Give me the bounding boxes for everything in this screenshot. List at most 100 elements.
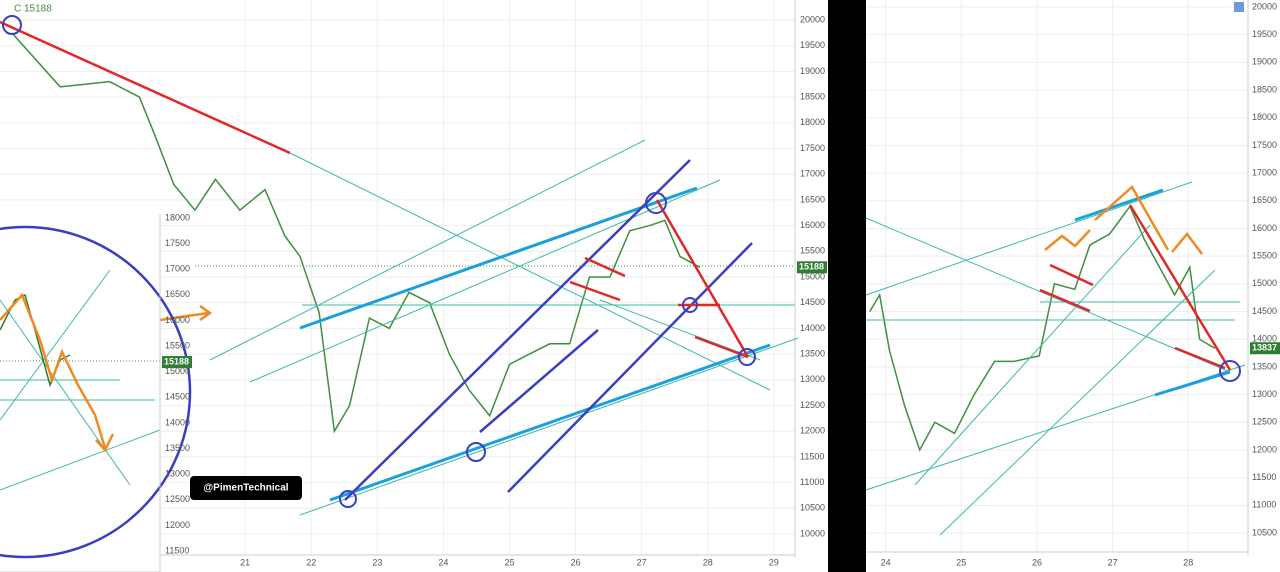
trend-line (1174, 346, 1226, 370)
y-tick-label: 12000 (165, 520, 190, 530)
y-tick-label: 11500 (1252, 472, 1276, 482)
y-tick-label: 16000 (1252, 223, 1277, 233)
y-tick-label: 18000 (165, 212, 190, 222)
y-tick-label: 14500 (165, 392, 190, 402)
y-tick-label: 19000 (1252, 57, 1277, 67)
y-tick-label: 19500 (800, 40, 825, 50)
y-tick-label: 15000 (1252, 278, 1277, 288)
y-tick-label: 10000 (800, 528, 825, 538)
x-tick-label: 26 (1032, 557, 1042, 567)
trend-line (1049, 263, 1094, 287)
y-tick-label: 16000 (800, 220, 825, 230)
y-tick-label: 12500 (165, 494, 190, 504)
y-tick-label: 11500 (800, 451, 824, 461)
trend-line (1039, 288, 1091, 313)
trend-line (939, 269, 1216, 536)
y-tick-label: 14500 (800, 297, 825, 307)
trend-line (299, 337, 799, 516)
x-tick-label: 28 (703, 557, 713, 567)
y-tick-label: 19500 (1252, 29, 1277, 39)
x-tick-label: 25 (505, 557, 515, 567)
trend-line (914, 224, 1151, 486)
watermark-text: @PimenTechnical (203, 483, 288, 494)
y-tick-label: 11000 (800, 477, 824, 487)
left-annotations (0, 15, 799, 516)
y-tick-label: 15000 (165, 366, 190, 376)
settings-icon[interactable] (1234, 2, 1244, 12)
y-tick-label: 16500 (165, 289, 190, 299)
pattern-sketch (1044, 185, 1203, 255)
y-tick-label: 17500 (800, 143, 825, 153)
x-tick-label: 21 (240, 557, 250, 567)
watermark-bg (190, 476, 302, 500)
y-tick-label: 13500 (1252, 361, 1277, 371)
x-tick-label: 28 (1183, 557, 1193, 567)
divider (828, 0, 866, 572)
price-tag-label: 15188 (799, 262, 824, 272)
y-tick-label: 14500 (1252, 306, 1277, 316)
y-tick-label: 14000 (800, 323, 825, 333)
x-tick-label: 27 (1108, 557, 1118, 567)
y-tick-label: 10500 (1252, 527, 1277, 537)
y-tick-label: 17000 (1252, 167, 1277, 177)
channel-line (507, 242, 753, 493)
marker-circle (466, 442, 486, 462)
channel-line (299, 186, 698, 330)
marker-circle (645, 192, 667, 214)
y-tick-label: 10500 (800, 503, 825, 513)
highlight-circle (0, 225, 192, 559)
y-tick-label: 15500 (165, 340, 190, 350)
y-tick-label: 17000 (800, 169, 825, 179)
y-tick-label: 20000 (1252, 1, 1277, 11)
trend-line (209, 139, 646, 361)
x-tick-label: 24 (438, 557, 448, 567)
y-tick-label: 16000 (165, 315, 190, 325)
y-tick-label: 14000 (1252, 334, 1277, 344)
trend-line (865, 181, 1193, 296)
y-tick-label: 20000 (800, 14, 825, 24)
marker-circle (2, 15, 22, 35)
trend-line (1128, 204, 1232, 371)
marker-circle (1219, 360, 1241, 382)
trend-line (569, 280, 621, 302)
x-tick-label: 22 (306, 557, 316, 567)
watermark: @PimenTechnical (190, 476, 302, 500)
y-tick-label: 17000 (165, 264, 190, 274)
price-tag-label: 13837 (1252, 343, 1277, 353)
trend-line (865, 217, 1231, 373)
channel-line (1154, 370, 1231, 397)
price-tag (162, 356, 192, 369)
arrow (159, 304, 213, 322)
trend-line (0, 269, 111, 421)
y-tick-label: 14000 (165, 417, 190, 427)
trend-line (0, 20, 291, 155)
inset-chart: 11500 12000 12500 13000 13500 14000 14500 15000… (0, 212, 192, 572)
channel-line (479, 329, 599, 433)
y-tick-label: 19000 (800, 66, 825, 76)
x-tick-label: 24 (881, 557, 891, 567)
trend-line (584, 256, 626, 278)
trend-line (0, 429, 161, 491)
y-tick-label: 17500 (1252, 140, 1277, 150)
trend-line (249, 179, 721, 383)
trend-line (289, 152, 771, 391)
channel-line (344, 159, 691, 501)
price-tag (1250, 342, 1280, 355)
price-line (11, 32, 701, 434)
y-tick-label: 13500 (165, 443, 190, 453)
y-tick-label: 11000 (1252, 500, 1276, 510)
marker-circle (682, 297, 698, 313)
x-tick-label: 23 (372, 557, 382, 567)
marker-circle (738, 348, 756, 366)
y-tick-label: 12500 (800, 400, 825, 410)
y-tick-label: 13000 (800, 374, 825, 384)
price-tag (797, 261, 827, 274)
right-annotations (865, 2, 1246, 536)
y-tick-label: 12000 (1252, 444, 1277, 454)
right-panel (866, 0, 1280, 572)
inset-bg (0, 214, 160, 572)
y-tick-label: 16500 (1252, 195, 1277, 205)
channel-line (1074, 188, 1164, 222)
y-tick-label: 13500 (800, 348, 825, 358)
